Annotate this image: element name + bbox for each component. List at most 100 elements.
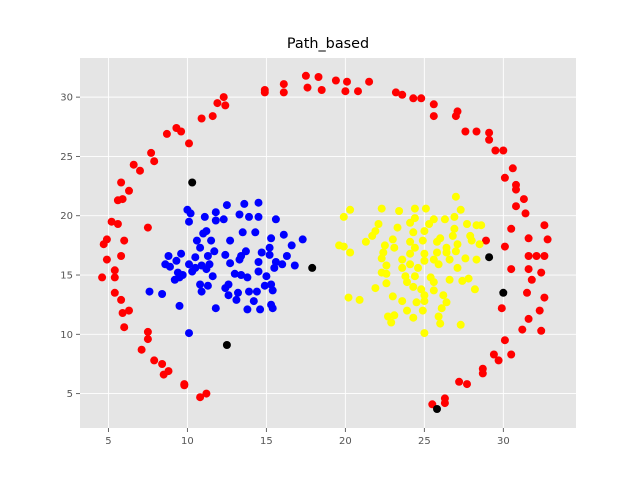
data-point <box>398 297 407 306</box>
data-point <box>125 186 133 195</box>
data-point <box>303 83 312 92</box>
series-group <box>98 71 552 409</box>
data-point <box>497 304 506 313</box>
data-point <box>185 260 193 269</box>
data-point <box>267 234 276 243</box>
data-point <box>188 267 197 276</box>
data-point <box>192 236 201 245</box>
data-point <box>117 295 126 304</box>
data-point <box>540 221 549 230</box>
data-point <box>143 327 152 336</box>
data-point <box>317 86 326 94</box>
data-point <box>185 217 193 226</box>
data-point <box>235 255 244 264</box>
data-point <box>456 320 465 329</box>
x-tick-label: 20 <box>339 436 352 447</box>
data-point <box>150 356 159 365</box>
data-point <box>451 192 460 201</box>
data-point <box>429 112 438 121</box>
data-point <box>410 243 419 252</box>
data-point <box>420 329 429 338</box>
data-point <box>387 318 396 327</box>
data-point <box>235 210 244 219</box>
data-point <box>406 260 415 269</box>
x-tick-label: 30 <box>497 436 510 447</box>
data-point <box>439 291 448 300</box>
data-point <box>499 146 508 155</box>
data-point <box>420 291 429 300</box>
y-tick-label: 25 <box>60 152 73 163</box>
data-point <box>125 306 133 315</box>
data-point <box>395 207 404 215</box>
data-point <box>298 235 307 244</box>
data-point <box>455 377 464 386</box>
data-point <box>238 228 247 237</box>
data-point <box>417 94 426 103</box>
data-point <box>164 252 173 260</box>
data-point <box>308 263 317 272</box>
data-point <box>346 248 355 257</box>
data-point <box>200 212 209 221</box>
data-point <box>180 381 189 390</box>
data-point <box>442 298 451 307</box>
data-point <box>129 160 138 169</box>
data-point <box>464 274 473 283</box>
series-group <box>188 178 508 413</box>
data-point <box>339 212 348 221</box>
data-point <box>185 139 193 148</box>
data-point <box>512 202 520 211</box>
data-point <box>196 280 205 289</box>
data-point <box>380 241 389 250</box>
data-point <box>191 253 200 262</box>
data-point <box>371 284 380 293</box>
data-point <box>374 220 383 228</box>
data-point <box>527 275 536 284</box>
data-point <box>254 267 263 276</box>
data-point <box>243 305 252 314</box>
data-point <box>485 128 494 137</box>
data-point <box>535 306 544 315</box>
data-point <box>463 380 471 389</box>
data-point <box>268 286 277 295</box>
data-point <box>282 252 291 260</box>
data-point <box>251 228 260 237</box>
data-point <box>440 215 449 224</box>
data-point <box>262 272 271 281</box>
x-tick-label: 15 <box>260 436 273 447</box>
data-point <box>110 288 119 297</box>
y-tick-label: 15 <box>60 271 73 282</box>
data-point <box>211 208 220 217</box>
x-tick-label: 25 <box>418 436 431 447</box>
y-tick-label: 20 <box>60 211 73 222</box>
data-point <box>226 236 235 245</box>
data-point <box>409 313 418 322</box>
data-point <box>418 236 427 245</box>
data-point <box>222 341 231 349</box>
data-point <box>354 87 362 96</box>
data-point <box>197 114 206 123</box>
data-point <box>143 223 152 232</box>
data-point <box>102 255 111 264</box>
data-point <box>532 252 541 260</box>
data-point <box>219 215 228 224</box>
data-point <box>470 285 479 294</box>
data-point <box>207 236 216 245</box>
data-point <box>234 288 242 297</box>
data-point <box>185 329 193 338</box>
data-point <box>420 249 429 258</box>
data-point <box>344 293 353 302</box>
data-point <box>391 88 400 97</box>
data-point <box>270 263 279 272</box>
data-point <box>390 311 399 320</box>
data-point <box>478 369 487 378</box>
data-point <box>175 273 184 282</box>
data-point <box>475 240 484 249</box>
data-point <box>117 178 126 187</box>
data-point <box>257 248 266 257</box>
data-point <box>279 88 288 97</box>
data-point <box>177 249 186 258</box>
data-point <box>268 304 277 313</box>
data-point <box>196 243 205 252</box>
data-point <box>271 215 280 224</box>
data-point <box>500 242 509 251</box>
